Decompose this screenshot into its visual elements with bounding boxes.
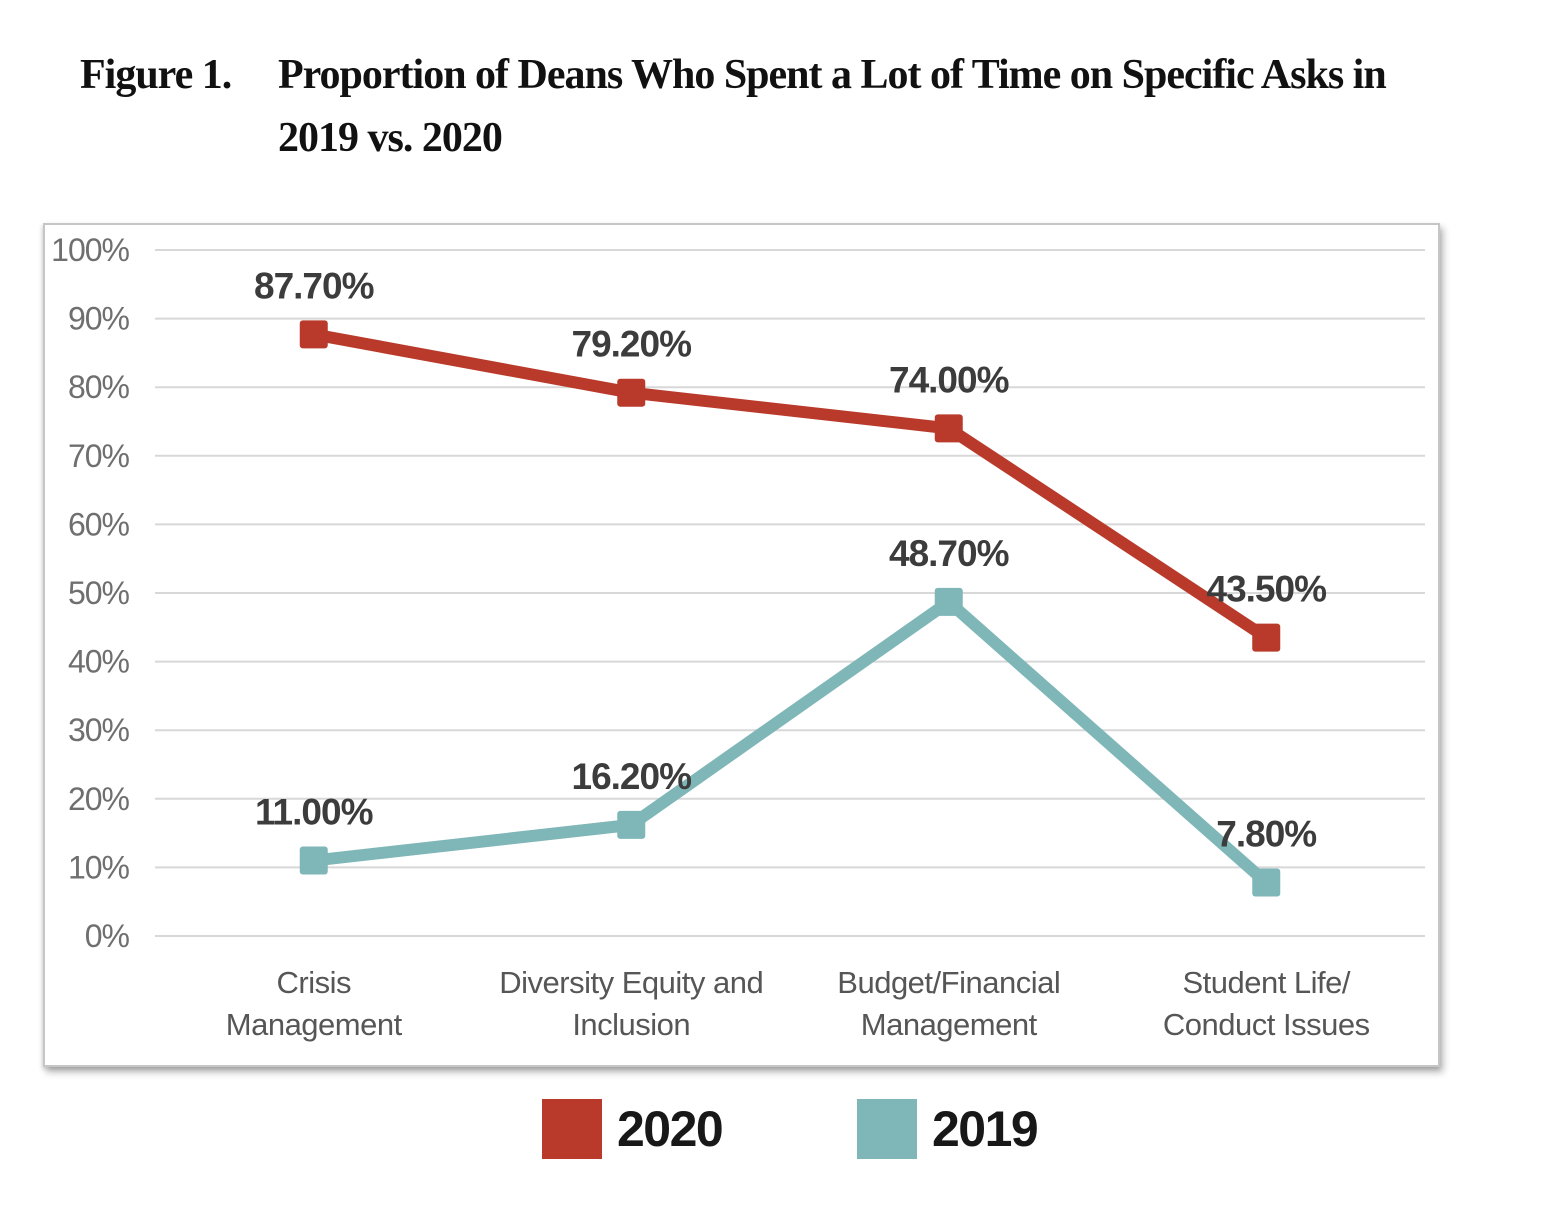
data-point-marker xyxy=(299,320,328,349)
category-label: Student Life/Conduct Issues xyxy=(1163,965,1370,1042)
data-point-label: 16.20% xyxy=(572,756,692,797)
data-point-label: 87.70% xyxy=(254,265,374,306)
y-tick-label: 100% xyxy=(51,232,129,268)
y-tick-label: 10% xyxy=(68,849,130,885)
series-line-2020 xyxy=(312,328,1270,643)
legend-swatch-2019 xyxy=(857,1099,917,1159)
data-point-marker xyxy=(934,587,963,616)
data-point-marker xyxy=(1252,868,1281,897)
y-tick-label: 0% xyxy=(85,918,130,954)
data-point-label: 7.80% xyxy=(1216,813,1316,854)
category-label-line: Management xyxy=(861,1007,1038,1042)
legend-item-2020: 2020 xyxy=(542,1099,724,1159)
category-label: Diversity Equity and Inclusion xyxy=(499,965,763,1042)
data-point-marker xyxy=(1252,623,1281,652)
series-markers-2019 xyxy=(299,587,1281,897)
category-label-line: Diversity Equity and xyxy=(499,965,763,1000)
category-label: Budget/Financial Management xyxy=(837,965,1060,1042)
category-label-line: Student Life/ xyxy=(1182,965,1350,1000)
y-tick-label: 50% xyxy=(68,575,130,611)
legend-item-2019: 2019 xyxy=(857,1099,1039,1159)
gridlines xyxy=(155,249,1425,937)
series-value-labels-2020: 87.70% 79.20% 74.00% 43.50% xyxy=(254,265,1327,610)
data-point-label: 48.70% xyxy=(889,533,1009,574)
y-tick-label: 60% xyxy=(68,506,130,542)
x-axis-category-labels: Crisis Management Diversity Equity and Incl… xyxy=(226,965,1370,1042)
figure-title-text: Proportion of Deans Who Spent a Lot of T… xyxy=(278,44,1500,170)
figure-number-label: Figure 1. xyxy=(80,52,232,98)
figure-title-line1: Proportion of Deans Who Spent a Lot of T… xyxy=(278,52,1387,98)
y-axis-tick-labels: 0% 10% 20% 30% 40% 50% 60% 70% 80% 90% 100% xyxy=(51,232,130,954)
line-chart-svg: 0% 10% 20% 30% 40% 50% 60% 70% 80% 90% 100% 87.70% 7… xyxy=(51,232,1425,1042)
category-label-line: Management xyxy=(226,1007,403,1042)
legend-label-2019: 2019 xyxy=(932,1101,1039,1157)
series-line-2019 xyxy=(313,595,1271,887)
data-point-label: 79.20% xyxy=(572,324,692,365)
category-label-line: Conduct Issues xyxy=(1163,1007,1370,1042)
data-point-label: 74.00% xyxy=(889,359,1009,400)
y-tick-label: 90% xyxy=(68,301,130,337)
data-point-label: 43.50% xyxy=(1207,569,1327,610)
y-tick-label: 70% xyxy=(68,438,130,474)
series-value-labels-2019: 11.00% 16.20% 48.70% 7.80% xyxy=(255,533,1317,855)
data-point-label: 11.00% xyxy=(255,792,373,833)
y-tick-label: 20% xyxy=(68,781,130,817)
series-markers-2020 xyxy=(299,320,1281,652)
category-label-line: Budget/Financial xyxy=(837,965,1060,1000)
category-label-line: Inclusion xyxy=(572,1007,690,1042)
y-tick-label: 30% xyxy=(68,712,130,748)
data-point-marker xyxy=(934,414,963,443)
data-point-marker xyxy=(617,378,646,407)
data-point-marker xyxy=(299,846,328,875)
category-label: Crisis Management xyxy=(226,965,403,1042)
y-tick-label: 40% xyxy=(68,644,130,680)
y-tick-label: 80% xyxy=(68,369,130,405)
legend-label-2020: 2020 xyxy=(617,1101,724,1157)
figure-title: Figure 1. Proportion of Deans Who Spent … xyxy=(80,44,1500,170)
category-label-line: Crisis xyxy=(277,965,352,1000)
chart-area: 0% 10% 20% 30% 40% 50% 60% 70% 80% 90% 100% 87.70% 7… xyxy=(43,223,1440,1067)
figure-title-line2: 2019 vs. 2020 xyxy=(278,115,503,161)
legend-swatch-2020 xyxy=(542,1099,602,1159)
data-point-marker xyxy=(617,810,646,839)
